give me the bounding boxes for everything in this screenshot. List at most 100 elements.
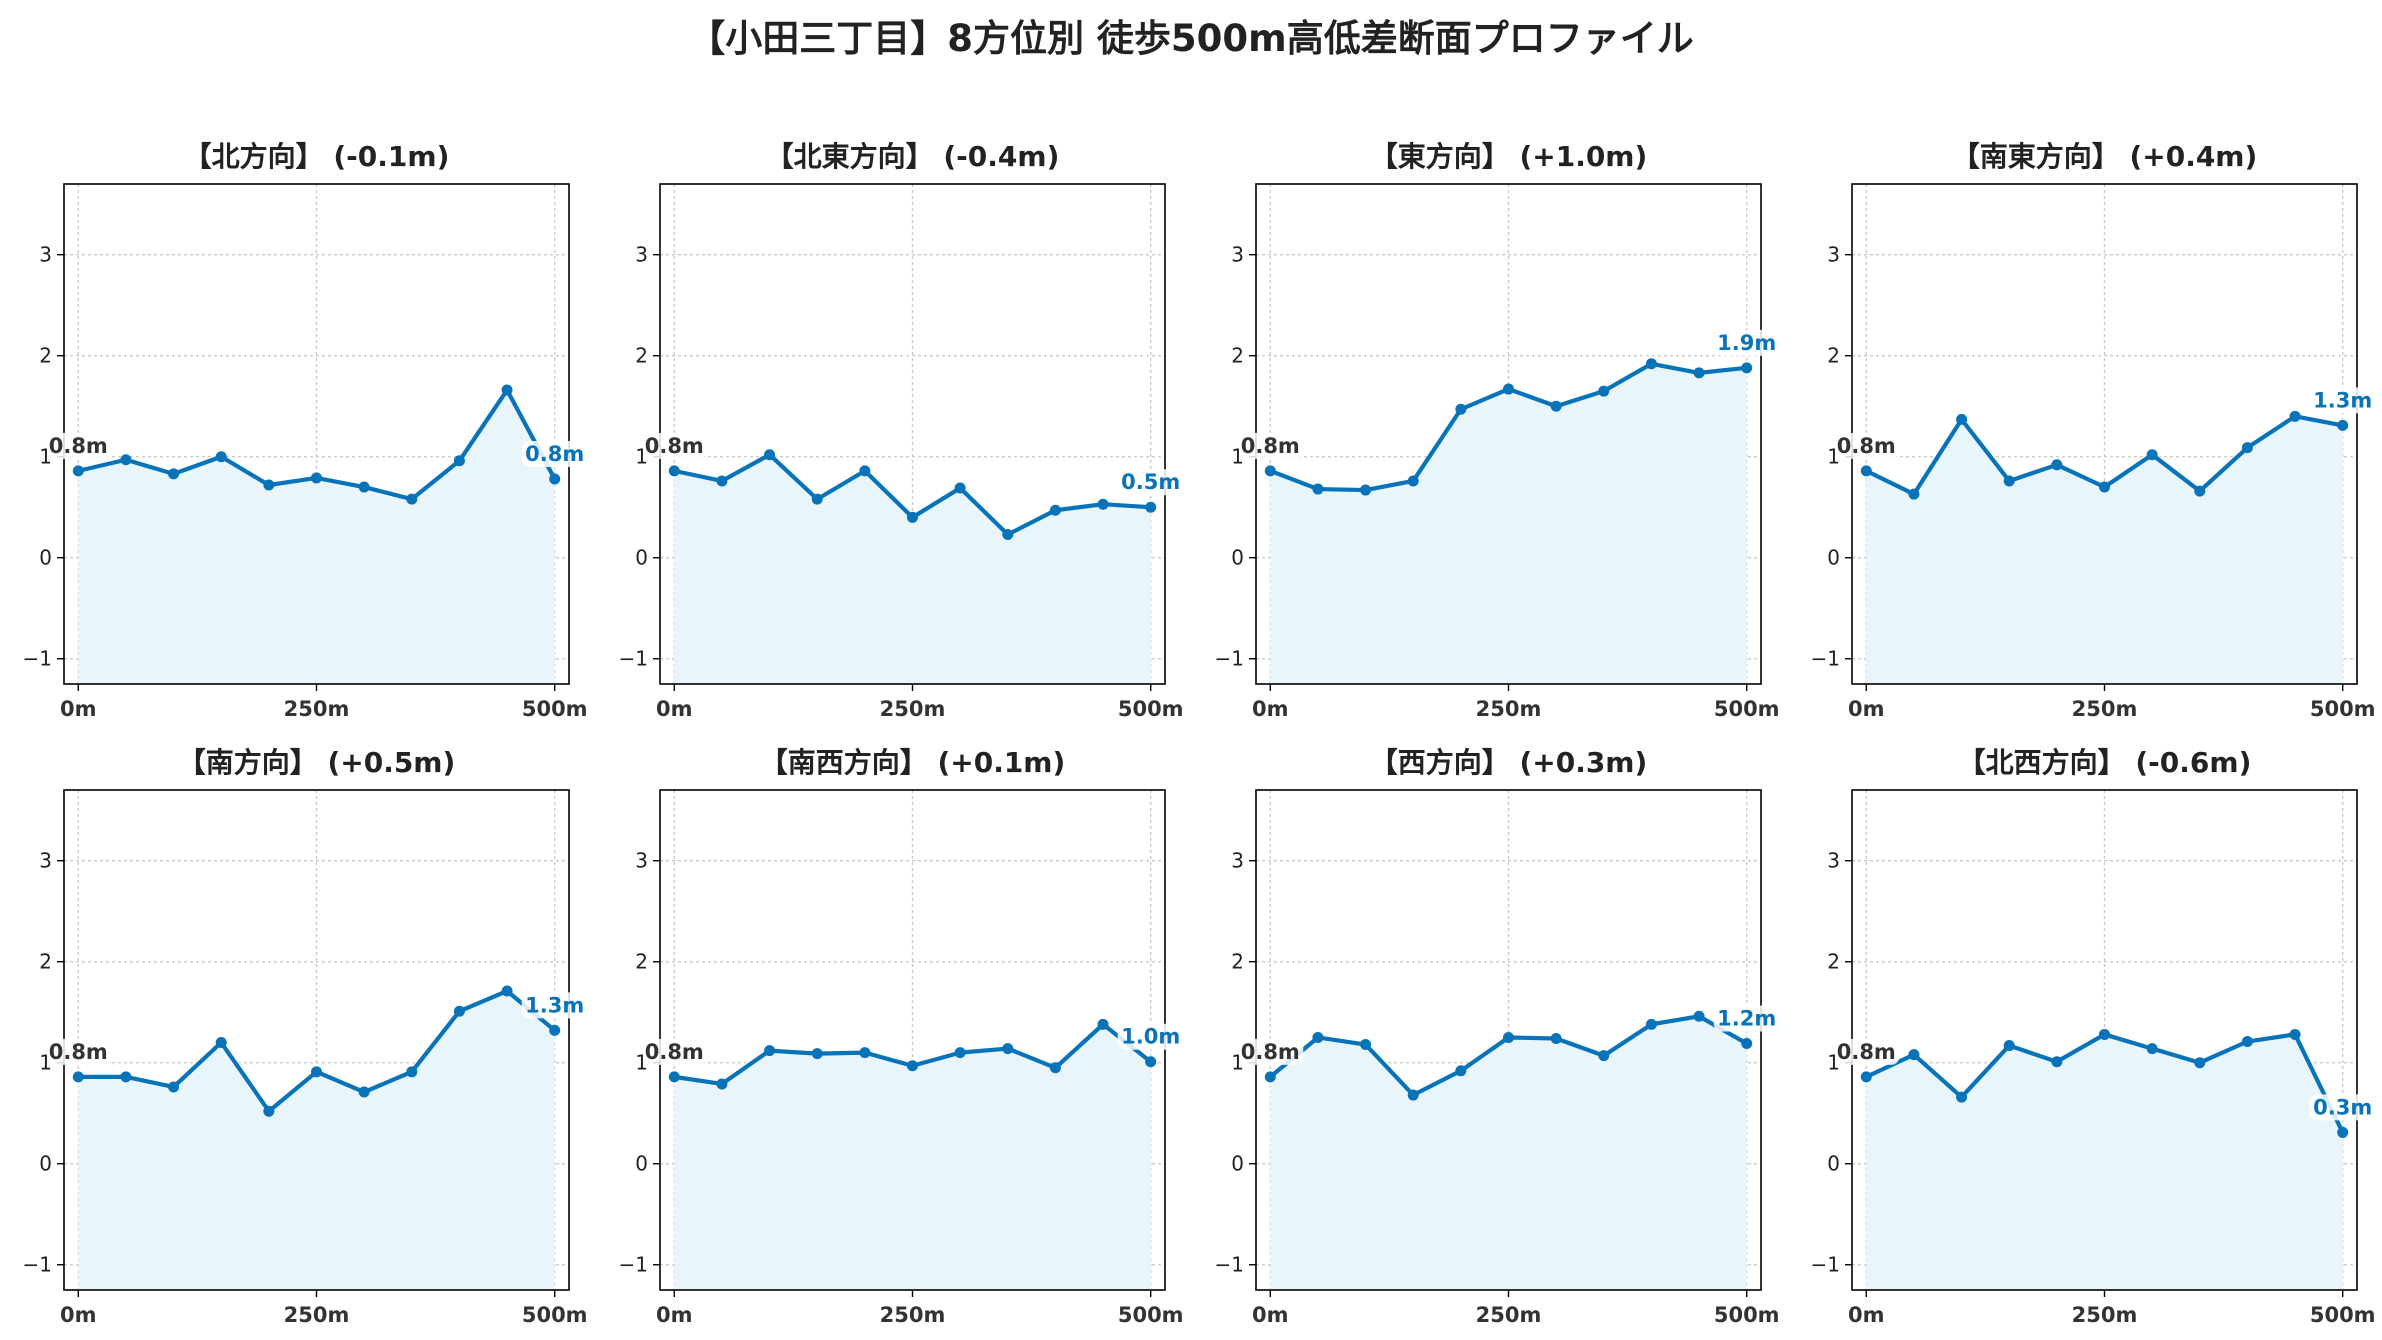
data-point <box>2241 1036 2253 1048</box>
y-tick-label: 0 <box>1827 546 1840 570</box>
data-point <box>2146 1043 2158 1055</box>
subplot-title: 【東方向】 (+1.0m) <box>1370 140 1648 173</box>
data-point <box>1550 1032 1562 1044</box>
data-point <box>1860 1071 1872 1083</box>
x-tick-label: 0m <box>60 1303 97 1327</box>
data-point <box>549 1024 561 1036</box>
data-point <box>311 1066 322 1078</box>
data-point <box>1002 1043 1014 1055</box>
start-elevation-label: 0.8m <box>49 434 108 458</box>
data-point <box>1360 484 1372 496</box>
data-point <box>501 985 513 997</box>
start-elevation-label: 0.8m <box>645 434 704 458</box>
x-tick-label: 250m <box>2072 697 2138 721</box>
data-point <box>1645 1018 1657 1030</box>
data-point <box>501 384 513 396</box>
data-point <box>168 1081 180 1093</box>
data-point <box>2003 1040 2015 1052</box>
data-point <box>2194 1057 2206 1069</box>
y-tick-label: 2 <box>1231 344 1244 368</box>
y-tick-label: 3 <box>635 243 648 267</box>
start-elevation-label: 0.8m <box>1241 1040 1300 1064</box>
y-tick-label: 1 <box>1231 445 1244 469</box>
data-point <box>1645 358 1657 370</box>
x-tick-label: 250m <box>1476 1303 1542 1327</box>
data-point <box>2194 485 2206 497</box>
data-point <box>1312 1031 1324 1043</box>
y-tick-label: −1 <box>619 647 648 671</box>
data-point <box>72 1071 84 1083</box>
x-tick-label: 250m <box>2072 1303 2138 1327</box>
y-tick-label: 2 <box>1827 950 1840 974</box>
y-tick-label: 2 <box>39 344 52 368</box>
y-tick-label: 3 <box>1827 849 1840 873</box>
y-tick-label: 3 <box>1827 243 1840 267</box>
subplot-title: 【北方向】 (-0.1m) <box>184 140 450 173</box>
data-point <box>1455 1065 1467 1077</box>
x-tick-label: 250m <box>880 697 946 721</box>
data-point <box>1049 504 1061 516</box>
x-tick-label: 500m <box>2310 1303 2376 1327</box>
y-tick-label: 0 <box>635 546 648 570</box>
data-point <box>72 465 84 477</box>
subplot-5: −1 0 1 2 3 0m 250m 500m 【南方向】 (+0.5m) 0.8m 1.3m <box>23 746 588 1327</box>
start-elevation-label: 0.8m <box>49 1040 108 1064</box>
y-tick-label: 0 <box>1231 1152 1244 1176</box>
y-tick-label: −1 <box>1215 1253 1244 1277</box>
y-tick-label: 1 <box>39 445 52 469</box>
y-tick-label: 1 <box>635 445 648 469</box>
data-point <box>120 454 132 466</box>
data-point <box>907 1060 918 1072</box>
y-tick-label: 3 <box>1231 849 1244 873</box>
y-tick-label: 3 <box>39 849 52 873</box>
subplot-title: 【南方向】 (+0.5m) <box>178 746 456 779</box>
data-point <box>1693 367 1705 379</box>
x-tick-label: 500m <box>1118 697 1184 721</box>
end-elevation-label: 1.3m <box>2313 388 2372 412</box>
data-point <box>120 1071 132 1083</box>
data-point <box>2051 1056 2063 1068</box>
data-point <box>1503 383 1514 395</box>
end-elevation-label: 1.0m <box>1121 1025 1180 1049</box>
x-tick-label: 0m <box>1252 1303 1289 1327</box>
data-point <box>453 455 465 467</box>
subplot-4: −1 0 1 2 3 0m 250m 500m 【南東方向】 (+0.4m) 0.8m 1.3m <box>1811 140 2376 721</box>
data-point <box>1956 1091 1968 1103</box>
data-point <box>1360 1039 1372 1051</box>
y-tick-label: 1 <box>1231 1051 1244 1075</box>
x-tick-label: 500m <box>522 1303 588 1327</box>
y-tick-label: 0 <box>39 1152 52 1176</box>
y-tick-label: 3 <box>635 849 648 873</box>
data-point <box>716 475 728 487</box>
data-point <box>954 1047 966 1059</box>
start-elevation-label: 0.8m <box>1241 434 1300 458</box>
x-tick-label: 500m <box>1118 1303 1184 1327</box>
subplot-title: 【南東方向】 (+0.4m) <box>1952 140 2258 173</box>
y-tick-label: 2 <box>1231 950 1244 974</box>
y-tick-label: 2 <box>635 950 648 974</box>
data-point <box>453 1005 465 1017</box>
subplot-title: 【北東方向】 (-0.4m) <box>766 140 1060 173</box>
subplot-2: −1 0 1 2 3 0m 250m 500m 【北東方向】 (-0.4m) 0.8m 0.5m <box>619 140 1184 721</box>
data-point <box>1407 475 1419 487</box>
y-tick-label: 2 <box>39 950 52 974</box>
subplot-7: −1 0 1 2 3 0m 250m 500m 【西方向】 (+0.3m) 0.8m 1.2m <box>1215 746 1780 1327</box>
y-tick-label: 3 <box>39 243 52 267</box>
data-point <box>1741 1038 1753 1050</box>
x-tick-label: 0m <box>1848 1303 1885 1327</box>
y-tick-label: −1 <box>1811 1253 1840 1277</box>
subplot-1: −1 0 1 2 3 0m 250m 500m 【北方向】 (-0.1m) 0.8m 0.8m <box>23 140 588 721</box>
end-elevation-label: 0.5m <box>1121 470 1180 494</box>
y-tick-label: 0 <box>1827 1152 1840 1176</box>
subplot-title: 【西方向】 (+0.3m) <box>1370 746 1648 779</box>
start-elevation-label: 0.8m <box>645 1040 704 1064</box>
data-point <box>1002 529 1014 541</box>
y-tick-label: 1 <box>1827 1051 1840 1075</box>
start-elevation-label: 0.8m <box>1837 1040 1896 1064</box>
subplot-6: −1 0 1 2 3 0m 250m 500m 【南西方向】 (+0.1m) 0.8m 1.0m <box>619 746 1184 1327</box>
data-point <box>716 1078 728 1090</box>
y-tick-label: 0 <box>635 1152 648 1176</box>
data-point <box>1741 362 1753 374</box>
